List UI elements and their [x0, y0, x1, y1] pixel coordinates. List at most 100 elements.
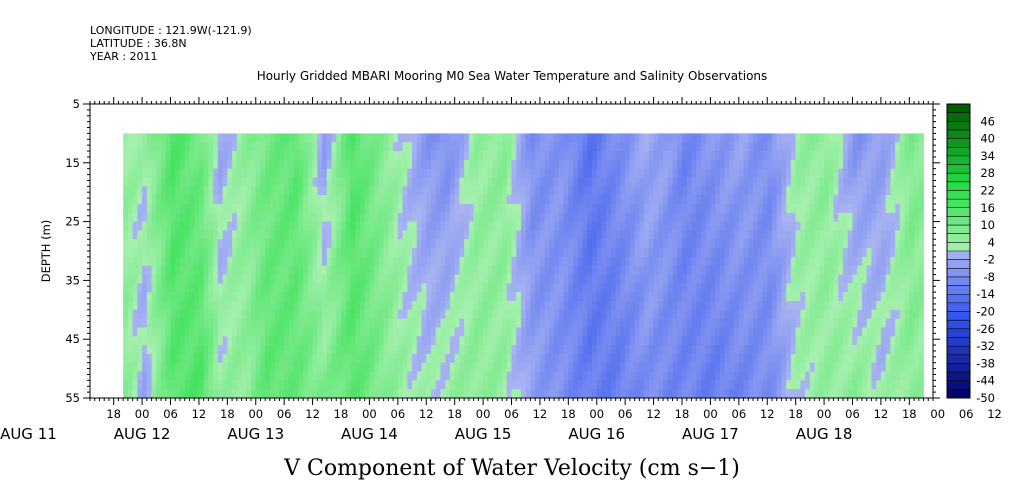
heatmap-cell: [397, 380, 403, 390]
heatmap-cell: [819, 142, 825, 152]
heatmap-cell: [781, 309, 787, 320]
heatmap-cell: [852, 345, 858, 355]
heatmap-cell: [644, 389, 650, 399]
heatmap-cell: [762, 133, 768, 143]
heatmap-cell: [478, 274, 484, 284]
heatmap-cell: [824, 151, 830, 161]
heatmap-cell: [677, 345, 683, 355]
heatmap-cell: [208, 221, 214, 231]
heatmap-cell: [492, 212, 498, 222]
heatmap-cell: [767, 300, 773, 311]
heatmap-cell: [213, 168, 219, 178]
heatmap-cell: [568, 177, 574, 187]
heatmap-cell: [620, 362, 626, 372]
heatmap-cell: [326, 221, 332, 231]
heatmap-cell: [189, 362, 195, 372]
heatmap-cell: [208, 380, 214, 390]
heatmap-cell: [800, 274, 806, 284]
heatmap-cell: [861, 292, 868, 302]
heatmap-cell: [293, 389, 299, 399]
heatmap-cell: [355, 345, 361, 355]
heatmap-cell: [478, 168, 484, 178]
heatmap-cell: [885, 353, 891, 364]
heatmap-cell: [341, 389, 347, 399]
heatmap-cell: [232, 248, 238, 258]
heatmap-cell: [568, 318, 574, 328]
heatmap-cell: [814, 230, 820, 240]
heatmap-cell: [558, 159, 564, 170]
heatmap-cell: [255, 239, 261, 249]
heatmap-cell: [705, 353, 711, 364]
heatmap-cell: [127, 274, 134, 284]
heatmap-cell: [298, 371, 304, 381]
heatmap-cell: [265, 195, 271, 205]
heatmap-cell: [677, 230, 683, 240]
heatmap-cell: [648, 371, 654, 381]
heatmap-cell: [710, 230, 716, 240]
heatmap-cell: [757, 309, 763, 320]
heatmap-cell: [672, 168, 678, 178]
heatmap-cell: [430, 353, 437, 364]
heatmap-cell: [194, 300, 200, 311]
heatmap-cell: [487, 336, 493, 346]
heatmap-cell: [762, 265, 768, 275]
heatmap-cell: [293, 168, 299, 178]
heatmap-cell: [686, 380, 692, 390]
heatmap-cell: [179, 177, 186, 187]
heatmap-cell: [833, 230, 839, 240]
heatmap-cell: [639, 186, 645, 196]
heatmap-cell: [582, 239, 588, 249]
heatmap-cell: [724, 318, 730, 328]
heatmap-cell: [719, 336, 726, 346]
heatmap-cell: [165, 239, 171, 249]
heatmap-cell: [677, 212, 683, 222]
heatmap-cell: [364, 362, 370, 372]
heatmap-cell: [374, 256, 380, 267]
heatmap-cell: [331, 300, 337, 311]
heatmap-cell: [828, 159, 834, 170]
heatmap-cell: [686, 248, 692, 258]
heatmap-cell: [757, 151, 763, 161]
heatmap-cell: [478, 265, 484, 275]
heatmap-cell: [805, 248, 811, 258]
heatmap-cell: [549, 362, 555, 372]
heatmap-cell: [146, 274, 152, 284]
heatmap-cell: [312, 151, 318, 161]
heatmap-cell: [307, 133, 313, 143]
heatmap-cell: [175, 203, 181, 214]
heatmap-cell: [554, 186, 560, 196]
heatmap-cell: [710, 133, 716, 143]
heatmap-cell: [468, 353, 475, 364]
heatmap-cell: [345, 389, 351, 399]
heatmap-cell: [203, 345, 209, 355]
heatmap-cell: [246, 168, 252, 178]
heatmap-cell: [866, 353, 872, 364]
heatmap-cell: [350, 212, 356, 222]
heatmap-cell: [402, 353, 408, 364]
heatmap-cell: [132, 362, 138, 372]
heatmap-cell: [824, 345, 830, 355]
heatmap-cell: [899, 283, 905, 293]
heatmap-cell: [520, 389, 527, 399]
heatmap-cell: [255, 274, 261, 284]
heatmap-cell: [506, 195, 512, 205]
heatmap-cell: [876, 133, 882, 143]
heatmap-cell: [535, 371, 541, 381]
heatmap-cell: [393, 292, 399, 302]
heatmap-cell: [729, 345, 735, 355]
heatmap-cell: [393, 274, 399, 284]
heatmap-cell: [454, 133, 460, 143]
heatmap-cell: [459, 292, 465, 302]
heatmap-cell: [544, 362, 550, 372]
heatmap-cell: [880, 362, 887, 372]
heatmap-cell: [374, 292, 380, 302]
heatmap-cell: [696, 256, 702, 267]
heatmap-cell: [814, 203, 820, 214]
heatmap-cell: [303, 186, 309, 196]
heatmap-cell: [734, 151, 740, 161]
heatmap-cell: [274, 380, 280, 390]
heatmap-cell: [629, 159, 636, 170]
heatmap-cell: [449, 274, 456, 284]
heatmap-cell: [738, 309, 744, 320]
heatmap-cell: [222, 133, 228, 143]
